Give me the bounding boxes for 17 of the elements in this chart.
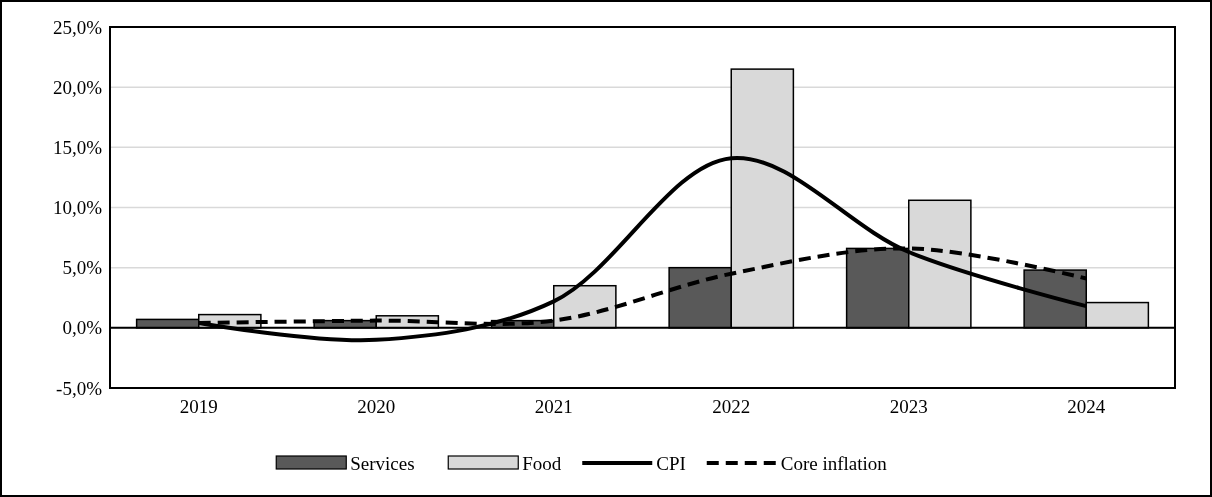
x-tick-label: 2019 [179, 396, 218, 417]
y-tick-label: 25,0% [52, 16, 103, 38]
y-tick-label: 10,0% [52, 197, 103, 219]
y-tick-label: 5,0% [62, 257, 103, 279]
legend-label: CPI [656, 452, 686, 474]
x-tick-label: 2021 [534, 396, 573, 417]
x-tick-label: 2022 [712, 396, 751, 417]
y-tick-label: 15,0% [52, 136, 103, 158]
x-tick-label: 2024 [1067, 396, 1106, 417]
legend-label: Food [522, 452, 562, 474]
x-tick-label: 2023 [889, 396, 928, 417]
y-tick-label: 0,0% [62, 317, 103, 339]
y-tick-label: -5,0% [56, 377, 103, 399]
legend-label: Services [350, 452, 415, 474]
legend-label: Core inflation [780, 452, 888, 474]
x-tick-label: 2020 [357, 396, 396, 417]
y-tick-label: 20,0% [52, 76, 103, 98]
